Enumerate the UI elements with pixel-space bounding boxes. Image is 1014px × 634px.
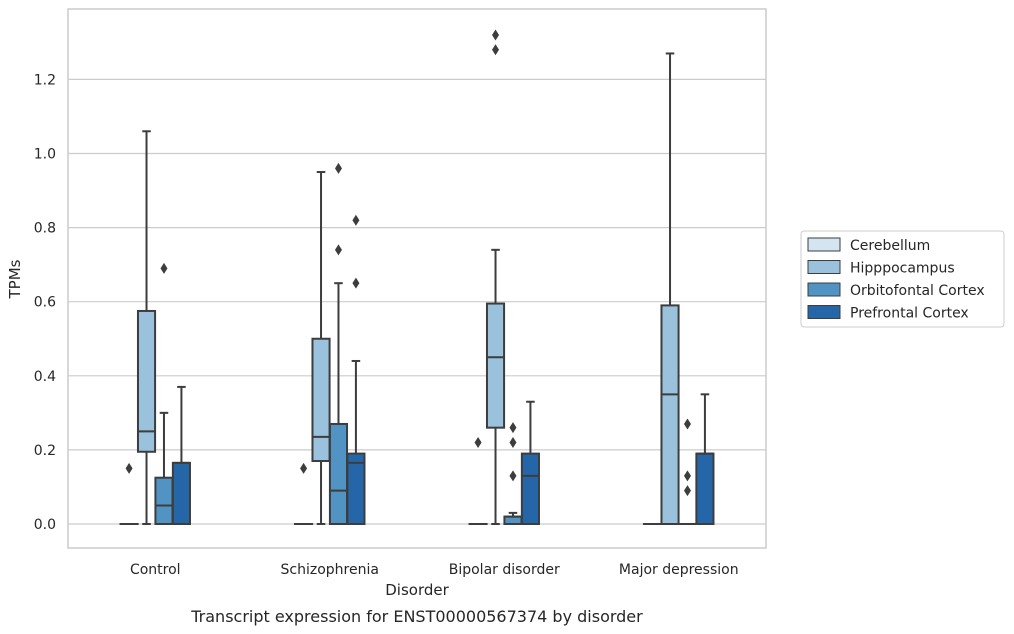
box-body [485,302,506,429]
x-tick-label: Control [130,562,181,578]
box-cerebellum [294,462,314,526]
y-tick-label: 1.0 [34,147,56,163]
box-hipppocampus [136,130,157,525]
box-body [346,452,366,526]
legend-label: Cerebellum [850,238,930,254]
box-hipppocampus [485,29,506,525]
outlier-point [492,29,500,41]
box-body [328,422,349,525]
y-tick-label: 0.4 [34,369,56,385]
box-orbitofontal-cortex [677,418,698,526]
box-series [119,29,715,526]
y-tick-label: 0.0 [34,517,56,533]
outlier-point [492,44,500,56]
box-prefrontal-cortex [520,400,540,526]
box-hipppocampus [311,171,331,525]
box-body [503,515,523,526]
legend: Cerebellum Hipppocampus Orbitofontal Corte… [800,230,1005,328]
box-body [695,452,715,526]
outlier-point [509,436,517,448]
legend-swatch [807,305,841,319]
box-body [520,452,540,526]
box-body [136,309,157,453]
outlier-point [334,162,342,174]
outlier-point [125,462,133,474]
box-body [154,476,174,525]
box-prefrontal-cortex [346,214,366,526]
legend-swatch [807,260,841,274]
y-tick-label: 1.2 [34,72,56,88]
plot-background [68,9,766,548]
legend-label: Orbitofontal Cortex [850,283,985,299]
outlier-point [509,422,517,434]
outlier-point [509,470,517,482]
legend-label: Hipppocampus [850,261,955,277]
outlier-point [683,485,691,497]
box-body [311,337,331,463]
box-orbitofontal-cortex [503,422,523,526]
outlier-point [300,462,308,474]
y-axis-label: TPMs [6,259,24,299]
legend-label: Prefrontal Cortex [850,306,969,322]
y-tick-label: 0.8 [34,221,56,237]
plot-frame [67,8,767,549]
legend-swatch [807,237,841,252]
y-tick-label: 0.2 [34,443,56,459]
chart-caption: Transcript expression for ENST0000056737… [190,607,643,626]
x-tick-label: Bipolar disorder [449,562,560,578]
x-tick-label: Schizophrenia [281,562,379,578]
outlier-point [352,277,360,289]
outlier-point [474,436,482,448]
box-prefrontal-cortex [171,385,191,525]
x-axis-ticks: Control Schizophrenia Bipolar disorder Majo… [130,562,739,578]
outlier-point [160,262,168,274]
outlier-point [683,418,691,430]
legend-frame [800,230,1005,328]
x-tick-label: Major depression [619,562,739,578]
box-cerebellum [119,462,139,526]
box-cerebellum [468,436,488,526]
box-hipppocampus [660,52,680,525]
y-axis-ticks: 0.0 0.2 0.4 0.6 0.8 1.0 1.2 [34,72,56,533]
y-tick-label: 0.6 [34,295,56,311]
outlier-point [352,214,360,226]
box-prefrontal-cortex [695,393,715,526]
box-orbitofontal-cortex [328,162,349,525]
outlier-point [683,470,691,482]
outlier-point [334,244,342,256]
x-axis-label: Disorder [385,581,449,599]
box-body [171,461,191,525]
box-body [660,304,680,525]
legend-swatch [807,282,841,297]
